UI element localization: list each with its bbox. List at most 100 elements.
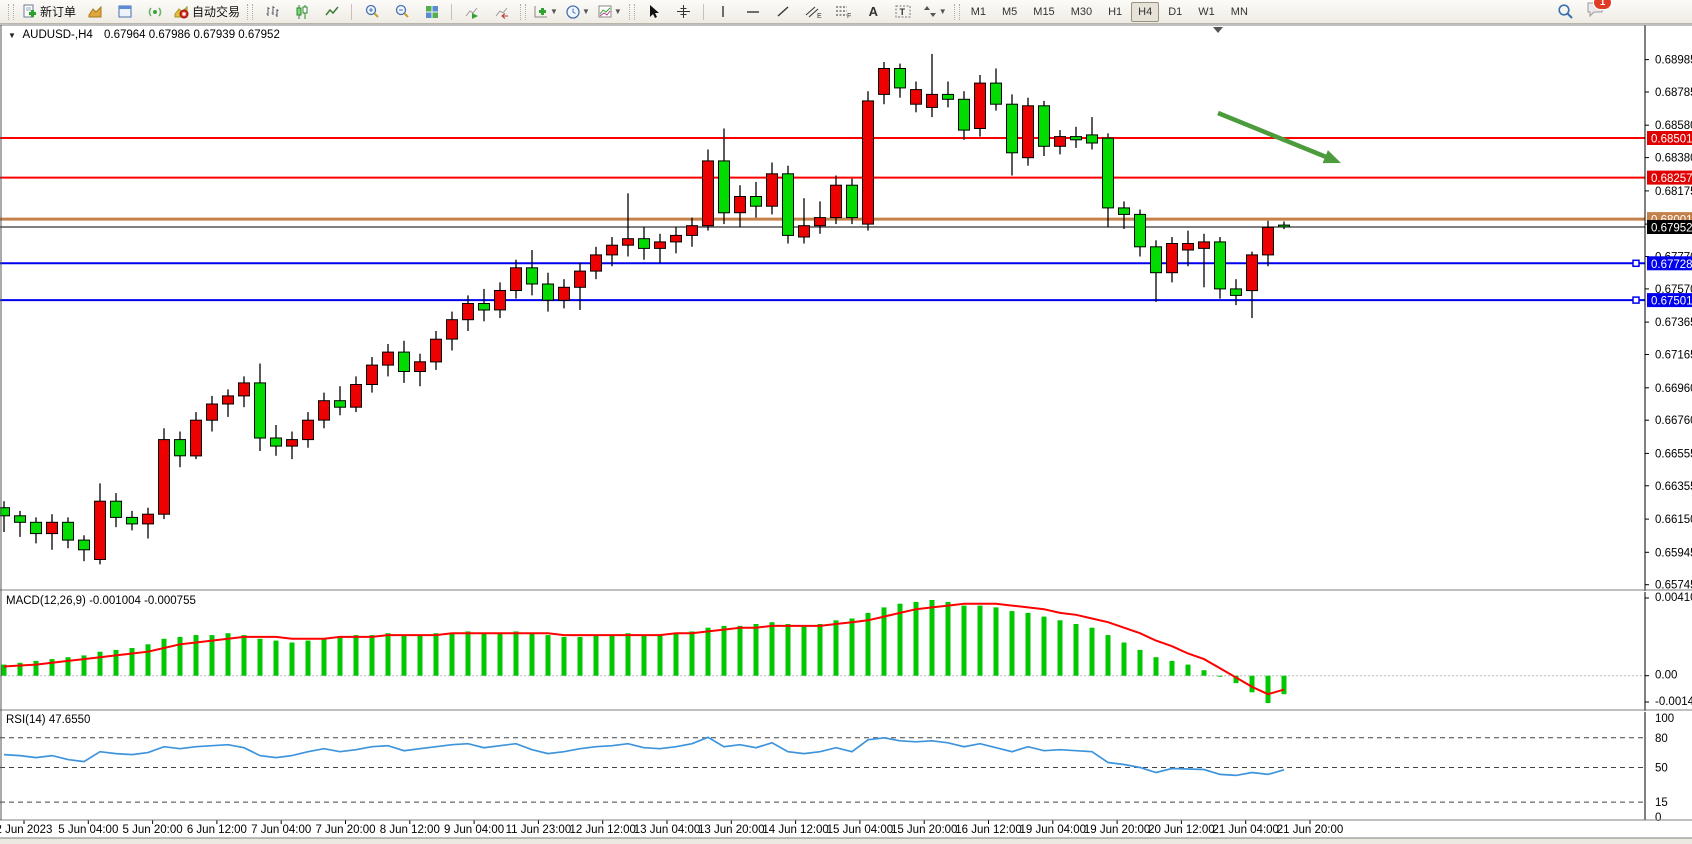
text-tool-button[interactable]: A <box>868 4 878 19</box>
macd-histogram-bar <box>1105 635 1111 676</box>
timeframe-button-W1[interactable]: W1 <box>1198 5 1215 18</box>
crosshair-tool-button[interactable] <box>669 2 698 22</box>
new-order-button[interactable]: 新订单 <box>18 2 79 22</box>
macd-histogram-bar <box>657 635 663 676</box>
vertical-line-icon <box>722 6 724 17</box>
rsi-pane <box>0 736 1645 803</box>
price-tick-label: 0.68985 <box>1655 55 1692 67</box>
timeframe-button-M15[interactable]: M15 <box>1033 5 1055 18</box>
autotrading-button[interactable]: 自动交易 <box>170 2 243 22</box>
timeframe-button-H4[interactable]: H4 <box>1131 1 1160 22</box>
timeframe-button-H1[interactable]: H1 <box>1108 5 1123 18</box>
charts-button[interactable] <box>80 2 109 22</box>
trendline-tool-button[interactable] <box>769 2 798 22</box>
arrows-tool-button[interactable]: ▼ <box>919 2 950 22</box>
rsi-tick-label: 15 <box>1655 797 1668 809</box>
autotrading-icon <box>174 5 189 18</box>
trendline-icon <box>777 6 789 17</box>
timeframe-button-MN[interactable]: MN <box>1230 5 1248 18</box>
candle-body <box>702 160 714 227</box>
equidistant-channel-icon: E <box>805 6 822 19</box>
macd-histogram-bar <box>689 631 695 676</box>
timeframe-button-M30[interactable]: M30 <box>1070 5 1093 18</box>
auto-scroll-icon <box>465 7 478 19</box>
search-icon[interactable] <box>1557 3 1574 20</box>
candle-body <box>318 400 330 421</box>
tile-windows-icon <box>425 5 438 18</box>
text-label-tool-button[interactable]: T <box>889 2 918 22</box>
macd-histogram-bar <box>273 640 279 676</box>
macd-histogram-bar <box>609 635 615 676</box>
rsi-tick-label: 100 <box>1655 713 1674 725</box>
trend-arrow-shaft[interactable] <box>1217 110 1333 162</box>
channel-tool-button[interactable]: E <box>799 2 828 22</box>
chevron-down-icon: ▼ <box>581 7 590 16</box>
auto-scroll-button[interactable] <box>457 2 486 22</box>
line-selection-handle[interactable] <box>1632 296 1640 304</box>
time-tick-label: 8 Jun 12:00 <box>380 824 440 836</box>
macd-histogram-bar <box>385 633 391 676</box>
trend-arrow-head[interactable] <box>1322 150 1341 164</box>
bar-chart-mode-button[interactable] <box>257 2 286 22</box>
indicators-button[interactable]: ▼ <box>530 2 561 22</box>
candle-chart-mode-button[interactable] <box>287 2 316 22</box>
candle-body <box>862 100 874 225</box>
candle-body <box>1118 207 1130 215</box>
macd-histogram-bar <box>353 635 359 676</box>
chart-shift-button[interactable] <box>487 2 516 22</box>
chevron-down-icon: ▼ <box>613 7 622 16</box>
candle-body <box>78 539 90 551</box>
candle-body <box>814 217 826 227</box>
chart-shift-marker[interactable] <box>1213 27 1223 33</box>
line-selection-handle[interactable] <box>1632 259 1640 268</box>
zoom-in-button[interactable] <box>357 2 386 22</box>
vertical-line-tool-button[interactable] <box>709 2 738 22</box>
macd-histogram-bar <box>193 635 199 676</box>
candle-body <box>126 516 138 525</box>
candle-body <box>622 238 634 246</box>
candle-body <box>1182 243 1194 251</box>
autotrading-label: 自动交易 <box>192 5 241 19</box>
macd-histogram-bar <box>65 657 71 676</box>
horizontal-line-tool-button[interactable] <box>739 2 768 22</box>
macd-histogram-bar <box>401 635 407 676</box>
zoom-out-button[interactable] <box>387 2 416 22</box>
templates-button[interactable]: ▼ <box>594 2 625 22</box>
one-click-trading-collapse-icon[interactable]: ▼ <box>8 31 16 40</box>
timeframe-button-D1[interactable]: D1 <box>1168 5 1183 18</box>
notifications-button[interactable]: 1 <box>1586 0 1612 22</box>
svg-text:F: F <box>847 13 851 19</box>
tile-windows-button[interactable] <box>417 2 446 22</box>
timeframe-button-M1[interactable]: M1 <box>970 5 986 18</box>
data-window-button[interactable] <box>110 2 139 22</box>
candle-body <box>558 286 570 301</box>
price-tick-label: 0.68175 <box>1655 186 1692 198</box>
macd-histogram-bar <box>881 607 887 676</box>
macd-histogram-bar <box>321 638 327 676</box>
candle-body <box>782 173 794 236</box>
macd-histogram-bar <box>1089 627 1095 676</box>
cursor-tool-button[interactable] <box>639 2 668 22</box>
macd-histogram-bar <box>705 627 711 676</box>
price-badge-bg <box>1647 131 1692 145</box>
candle-body <box>414 361 426 372</box>
candle-body <box>494 290 506 311</box>
macd-histogram-bar <box>161 638 167 676</box>
macd-histogram-bar <box>801 625 807 676</box>
arrows-icon <box>923 6 936 17</box>
macd-histogram-bar <box>977 605 983 676</box>
signals-button[interactable] <box>140 2 169 22</box>
candle-body <box>926 93 938 108</box>
timeframe-button-M5[interactable]: M5 <box>1002 5 1018 18</box>
candle-body <box>158 439 170 515</box>
macd-histogram-bar <box>817 624 823 676</box>
periods-button[interactable]: ▼ <box>562 2 593 22</box>
time-tick-label: 12 Jun 12:00 <box>569 824 636 836</box>
line-chart-mode-button[interactable] <box>317 2 346 22</box>
candle-body <box>350 384 362 408</box>
macd-histogram-bar <box>337 636 343 676</box>
fibonacci-tool-button[interactable]: F <box>829 2 858 22</box>
